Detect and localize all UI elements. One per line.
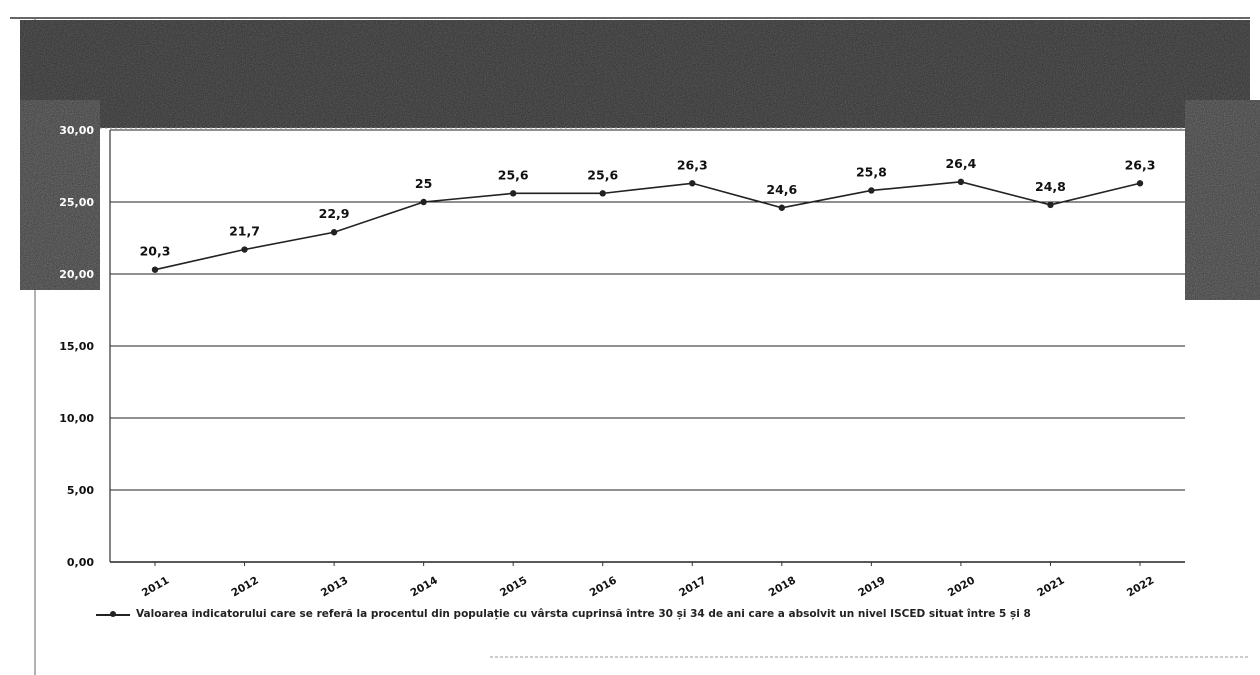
x-tick-label: 2018 — [767, 574, 798, 599]
legend: Valoarea indicatorului care se referă la… — [96, 604, 1031, 624]
data-label: 25 — [415, 176, 432, 191]
data-point — [1047, 201, 1054, 209]
data-point — [689, 180, 696, 187]
data-point — [868, 187, 875, 194]
y-tick-label: 10,00 — [59, 412, 94, 425]
data-label: 25,8 — [856, 164, 887, 179]
data-label: 26,3 — [677, 157, 708, 172]
right-smudge-noise — [1185, 100, 1260, 300]
data-point — [241, 246, 248, 253]
left-smudge-noise — [20, 100, 100, 290]
data-point — [957, 178, 965, 186]
data-label: 26,3 — [1125, 157, 1156, 172]
y-tick-label: 20,00 — [59, 268, 94, 281]
x-tick-label: 2020 — [946, 574, 977, 599]
legend-swatch — [96, 608, 130, 620]
legend-label: Valoarea indicatorului care se referă la… — [136, 608, 1031, 620]
data-label: 25,6 — [587, 167, 618, 182]
data-point — [509, 190, 517, 197]
x-tick-label: 2013 — [319, 574, 350, 599]
data-label: 24,8 — [1035, 179, 1066, 194]
data-point — [778, 204, 786, 211]
data-point — [330, 229, 338, 236]
x-tick-label: 2012 — [229, 574, 260, 599]
y-tick-label: 0,00 — [67, 556, 94, 569]
y-tick-label: 30,00 — [59, 124, 94, 137]
data-point — [1136, 180, 1144, 187]
data-label: 22,9 — [319, 206, 350, 221]
y-tick-label: 15,00 — [59, 340, 94, 353]
data-label: 25,6 — [498, 167, 529, 182]
x-tick-label: 2019 — [856, 574, 887, 599]
x-tick-label: 2015 — [498, 574, 529, 599]
x-tick-label: 2011 — [140, 574, 171, 599]
y-tick-label: 5,00 — [67, 484, 94, 497]
data-label: 21,7 — [229, 224, 260, 239]
x-tick-label: 2021 — [1035, 574, 1066, 599]
data-point — [599, 190, 606, 197]
title-band-noise — [20, 20, 1250, 130]
x-tick-label: 2016 — [588, 574, 619, 599]
data-point — [420, 198, 427, 206]
series-line — [154, 181, 1141, 271]
x-tick-label: 2017 — [677, 574, 708, 599]
data-label: 24,6 — [766, 182, 797, 197]
x-tick-label: 2022 — [1125, 574, 1156, 599]
y-tick-label: 25,00 — [59, 196, 94, 209]
x-tick-label: 2014 — [408, 574, 439, 599]
data-point — [151, 266, 159, 273]
plot-panel — [100, 128, 1185, 568]
data-label: 20,3 — [140, 244, 171, 259]
data-label: 26,4 — [945, 156, 976, 171]
